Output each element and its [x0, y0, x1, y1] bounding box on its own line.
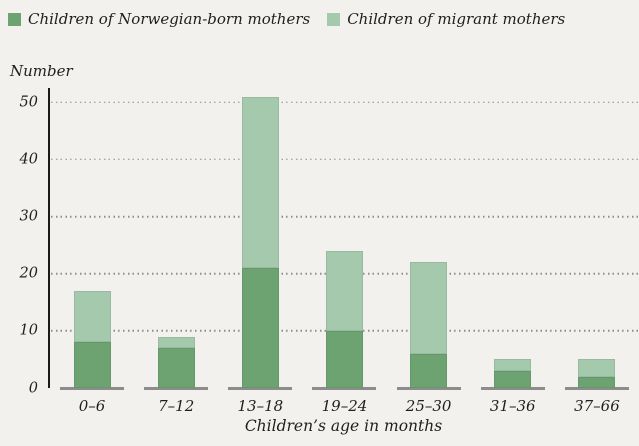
legend: Children of Norwegian-born mothers Child…: [8, 10, 565, 28]
bar-column-5: 25–30: [387, 88, 471, 415]
y-tick-label-40: 40: [19, 151, 38, 168]
bar-segment-migrant: [494, 359, 532, 371]
bar-column-2: 7–12: [134, 88, 218, 415]
legend-label-migrant: Children of migrant mothers: [347, 10, 566, 28]
x-axis-baseline-segment: [228, 386, 293, 390]
bar-column-1: 0–6: [50, 88, 134, 415]
bar-column-7: 37–66: [555, 88, 639, 415]
legend-swatch-migrant-icon: [327, 12, 341, 26]
gridline-40: [51, 158, 639, 161]
x-tick-label-5: 25–30: [405, 397, 452, 415]
legend-swatch-norwegian-icon: [8, 12, 21, 26]
stacked-bar-1: [73, 290, 111, 388]
bar-segment-migrant: [578, 359, 616, 377]
x-axis-baseline-segment: [60, 386, 125, 390]
x-tick-label-2: 7–12: [158, 397, 195, 415]
x-tick-label-4: 19–24: [321, 397, 368, 415]
bar-column-4: 19–24: [302, 88, 386, 415]
bar-segment-norwegian: [578, 376, 616, 388]
y-tick-label-20: 20: [19, 265, 38, 282]
bar-segment-norwegian: [494, 370, 532, 388]
bar-segment-norwegian: [241, 268, 279, 388]
bar-column-6: 31–36: [471, 88, 555, 415]
stacked-bar-7: [578, 359, 616, 388]
x-axis-title: Children’s age in months: [244, 417, 443, 435]
bar-segment-norwegian: [73, 342, 111, 388]
x-axis-baseline-segment: [144, 386, 209, 390]
y-tick-label-50: 50: [19, 94, 38, 111]
x-axis-baseline-segment: [480, 386, 545, 390]
y-tick-label-10: 10: [19, 322, 38, 339]
y-axis-title: Number: [10, 62, 73, 80]
bar-segment-migrant: [410, 262, 448, 354]
stacked-bar-3: [241, 96, 279, 388]
y-tick-label-0: 0: [28, 379, 38, 396]
x-tick-label-3: 13–18: [237, 397, 284, 415]
y-tick-label-30: 30: [19, 208, 38, 225]
bar-column-3: 13–18: [218, 88, 302, 415]
y-axis-line: [48, 88, 50, 388]
bar-columns: 0–6 7–12 13–18 19–24 25–30 31–36 37–66: [50, 88, 639, 415]
x-tick-label-6: 31–36: [489, 397, 536, 415]
gridline-30: [51, 215, 639, 218]
gridline-50: [51, 101, 639, 104]
bar-segment-norwegian: [325, 330, 363, 388]
stacked-bar-6: [494, 359, 532, 388]
x-axis-baseline-segment: [564, 386, 629, 390]
stacked-bar-2: [157, 336, 195, 388]
plot-area: 0–6 7–12 13–18 19–24 25–30 31–36 37–66: [48, 88, 639, 415]
bar-segment-migrant: [325, 250, 363, 331]
bar-segment-norwegian: [410, 353, 448, 388]
legend-item-norwegian: Children of Norwegian-born mothers: [8, 10, 310, 28]
legend-item-migrant: Children of migrant mothers: [327, 10, 565, 28]
x-tick-label-1: 0–6: [78, 397, 106, 415]
bar-segment-migrant: [157, 336, 195, 348]
y-axis-tick-labels: 0 10 20 30 40 50: [0, 88, 42, 395]
x-axis-baseline-segment: [312, 386, 377, 390]
bar-segment-migrant: [73, 290, 111, 343]
stacked-bar-5: [410, 262, 448, 388]
stacked-bar-4: [325, 250, 363, 388]
bar-segment-norwegian: [157, 348, 195, 388]
x-axis-baseline-segment: [396, 386, 461, 390]
bar-segment-migrant: [241, 96, 279, 268]
x-tick-label-7: 37–66: [574, 397, 620, 415]
legend-label-norwegian: Children of Norwegian-born mothers: [28, 10, 311, 28]
